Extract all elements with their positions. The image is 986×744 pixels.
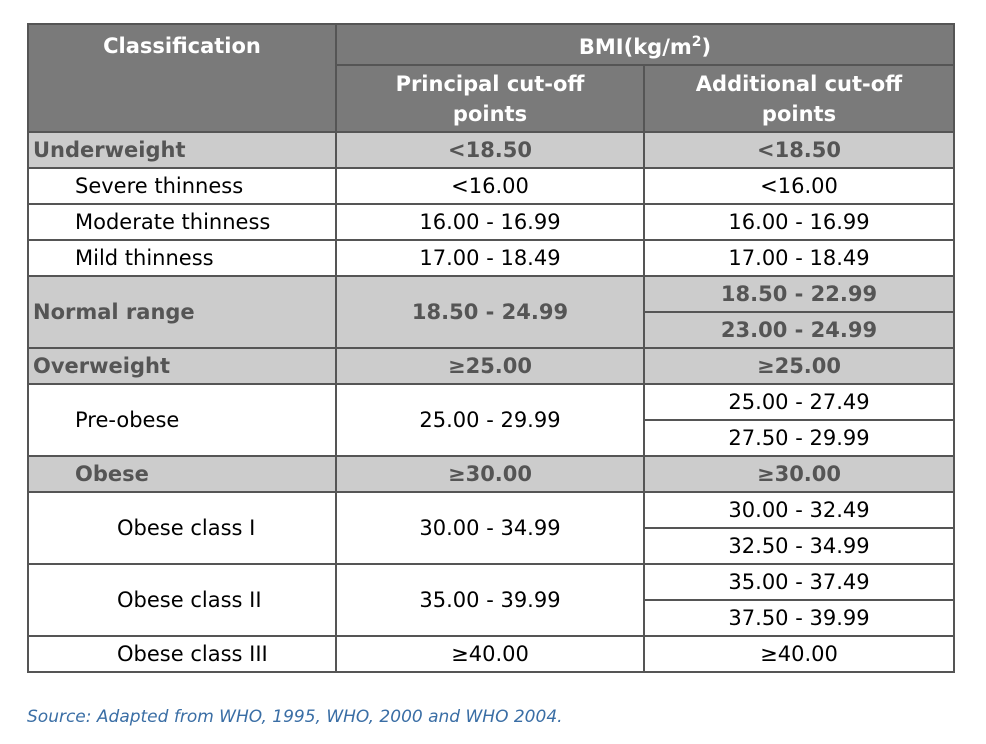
row-mild-thinness: Mild thinness 17.00 - 18.49 17.00 - 18.4…: [27, 239, 956, 277]
header-additional: Additional cut-off points: [642, 64, 956, 133]
label-overweight: Overweight: [27, 347, 337, 385]
row-obese-class-1-b: 32.50 - 34.99: [28, 527, 956, 565]
principal-obese-class-1: 30.00 - 34.99: [335, 491, 645, 565]
additional-obese-class-2-1: 35.00 - 37.49: [642, 563, 956, 601]
header-row-top: Classification BMI(kg/m2): [27, 23, 956, 133]
row-pre-obese-b: 27.50 - 29.99: [28, 419, 956, 457]
header-principal: Principal cut-off points: [335, 64, 645, 133]
additional-moderate-thinness: 16.00 - 16.99: [642, 203, 956, 241]
row-normal-range-b: 23.00 - 24.99: [28, 311, 956, 349]
additional-severe-thinness: <16.00: [642, 167, 956, 205]
header-bmi: BMI(kg/m2): [334, 23, 956, 66]
principal-underweight: <18.50: [335, 131, 645, 169]
additional-pre-obese-1: 25.00 - 27.49: [642, 383, 956, 421]
principal-moderate-thinness: 16.00 - 16.99: [335, 203, 645, 241]
row-obese-class-1-a: Obese class I 30.00 - 34.99 30.00 - 32.4…: [27, 491, 956, 565]
principal-obese-class-3: ≥40.00: [335, 635, 645, 673]
row-normal-range-a: Normal range 18.50 - 24.99 18.50 - 22.99: [27, 275, 956, 349]
additional-obese-class-1-1: 30.00 - 32.49: [642, 491, 956, 529]
header-bmi-superscript: 2: [691, 34, 702, 50]
row-obese-class-2-b: 37.50 - 39.99: [28, 599, 956, 637]
header-bmi-text: BMI(kg/m: [578, 35, 692, 59]
additional-obese-class-3: ≥40.00: [642, 635, 956, 673]
principal-overweight: ≥25.00: [335, 347, 645, 385]
label-obese: Obese: [27, 455, 337, 493]
additional-obese-class-1-2: 32.50 - 34.99: [642, 527, 956, 565]
additional-obese: ≥30.00: [642, 455, 956, 493]
label-mild-thinness: Mild thinness: [27, 239, 337, 277]
label-underweight: Underweight: [27, 131, 337, 169]
label-obese-class-1: Obese class I: [27, 491, 337, 565]
row-obese-class-3: Obese class III ≥40.00 ≥40.00: [27, 635, 956, 673]
additional-normal-range-2: 23.00 - 24.99: [642, 311, 956, 349]
principal-obese-class-2: 35.00 - 39.99: [335, 563, 645, 637]
row-obese: Obese ≥30.00 ≥30.00: [27, 455, 956, 493]
additional-overweight: ≥25.00: [642, 347, 956, 385]
bmi-classification-table: Classification BMI(kg/m2) Principal cut-…: [27, 23, 956, 673]
header-bmi-close: ): [701, 35, 712, 59]
source-caption: Source: Adapted from WHO, 1995, WHO, 200…: [27, 707, 563, 727]
label-severe-thinness: Severe thinness: [27, 167, 337, 205]
row-underweight: Underweight <18.50 <18.50: [27, 131, 956, 169]
row-moderate-thinness: Moderate thinness 16.00 - 16.99 16.00 - …: [27, 203, 956, 241]
principal-pre-obese: 25.00 - 29.99: [335, 383, 645, 457]
additional-mild-thinness: 17.00 - 18.49: [642, 239, 956, 277]
label-moderate-thinness: Moderate thinness: [27, 203, 337, 241]
additional-pre-obese-2: 27.50 - 29.99: [642, 419, 956, 457]
row-pre-obese-a: Pre-obese 25.00 - 29.99 25.00 - 27.49: [27, 383, 956, 457]
principal-normal-range: 18.50 - 24.99: [335, 275, 645, 349]
label-normal-range: Normal range: [27, 275, 337, 349]
header-classification: Classification: [27, 23, 337, 133]
principal-severe-thinness: <16.00: [335, 167, 645, 205]
additional-normal-range-1: 18.50 - 22.99: [642, 275, 956, 313]
additional-underweight: <18.50: [642, 131, 956, 169]
additional-obese-class-2-2: 37.50 - 39.99: [642, 599, 956, 637]
header-row-sub: Principal cut-off points Additional cut-…: [28, 64, 956, 133]
label-obese-class-3: Obese class III: [27, 635, 337, 673]
row-obese-class-2-a: Obese class II 35.00 - 39.99 35.00 - 37.…: [27, 563, 956, 637]
principal-obese: ≥30.00: [335, 455, 645, 493]
label-obese-class-2: Obese class II: [27, 563, 337, 637]
row-overweight: Overweight ≥25.00 ≥25.00: [27, 347, 956, 385]
row-severe-thinness: Severe thinness <16.00 <16.00: [27, 167, 956, 205]
principal-mild-thinness: 17.00 - 18.49: [335, 239, 645, 277]
label-pre-obese: Pre-obese: [27, 383, 337, 457]
